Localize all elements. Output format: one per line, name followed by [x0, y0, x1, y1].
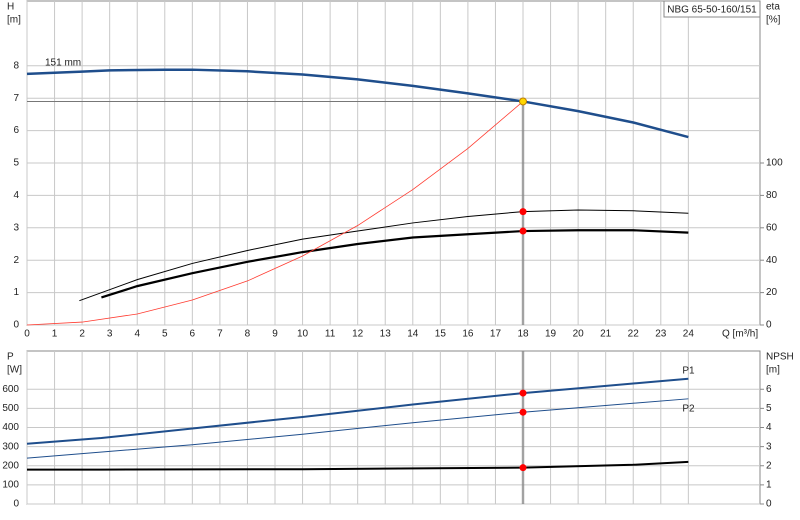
y-axis-label: P — [7, 352, 14, 363]
curve-label: P2 — [682, 403, 695, 414]
y2-tick-label: 80 — [766, 190, 778, 201]
operating-point — [519, 389, 527, 397]
y-tick-label: 4 — [13, 190, 19, 201]
y-tick-label: 300 — [2, 441, 19, 452]
curve — [26, 398, 689, 459]
y2-tick-label: 100 — [766, 158, 783, 169]
y-tick-label: 5 — [13, 158, 19, 169]
y-axis-label: [W] — [7, 365, 22, 376]
x-tick-label: 15 — [435, 329, 447, 340]
y-axis-label: H — [7, 2, 14, 13]
y-tick-label: 100 — [2, 480, 19, 491]
x-tick-label: 12 — [352, 329, 364, 340]
y2-tick-label: 0 — [766, 499, 772, 510]
curve-label: P1 — [682, 365, 695, 376]
x-tick-label: 22 — [628, 329, 640, 340]
x-tick-label: 16 — [462, 329, 474, 340]
y-tick-label: 200 — [2, 460, 19, 471]
curve — [26, 68, 689, 139]
y-axis-label: [m] — [7, 15, 21, 26]
y2-tick-label: 0 — [766, 320, 772, 331]
curve — [26, 101, 524, 326]
x-tick-label: 5 — [162, 329, 168, 340]
operating-point — [519, 227, 527, 235]
y-tick-label: 0 — [13, 499, 19, 510]
chart-title: NBG 65-50-160/151 — [667, 5, 757, 16]
y-tick-label: 0 — [13, 320, 19, 331]
y2-axis-label: eta — [766, 2, 780, 13]
curve — [26, 377, 689, 445]
y2-tick-label: 60 — [766, 222, 778, 233]
y-tick-label: 500 — [2, 403, 19, 414]
x-tick-label: 3 — [107, 329, 113, 340]
x-tick-label: 17 — [490, 329, 502, 340]
y2-tick-label: 6 — [766, 384, 772, 395]
y2-tick-label: 3 — [766, 441, 772, 452]
y-tick-label: 600 — [2, 384, 19, 395]
x-tick-label: 4 — [134, 329, 140, 340]
y-tick-label: 6 — [13, 125, 19, 136]
y2-axis-label: NPSH — [766, 352, 794, 363]
y2-tick-label: 2 — [766, 460, 772, 471]
y2-tick-label: 4 — [766, 422, 772, 433]
x-tick-label: 19 — [545, 329, 557, 340]
x-tick-label: 6 — [190, 329, 196, 340]
x-tick-label: 21 — [600, 329, 612, 340]
curve-label: 151 mm — [45, 58, 81, 69]
x-tick-label: 11 — [325, 329, 336, 340]
curve — [101, 229, 689, 299]
x-tick-label: 24 — [683, 329, 695, 340]
y2-axis-label: [m] — [766, 365, 780, 376]
x-tick-label: 23 — [655, 329, 667, 340]
y-tick-label: 400 — [2, 422, 19, 433]
operating-point — [519, 408, 527, 416]
operating-point — [519, 208, 527, 216]
y-tick-label: 7 — [13, 93, 19, 104]
y-tick-label: 2 — [13, 255, 19, 266]
x-tick-label: 2 — [79, 329, 85, 340]
x-axis-label: Q [m³/h] — [722, 329, 758, 340]
y-tick-label: 8 — [13, 60, 19, 71]
y-tick-label: 1 — [13, 287, 19, 298]
x-tick-label: 0 — [24, 329, 30, 340]
x-tick-label: 8 — [245, 329, 251, 340]
y2-tick-label: 20 — [766, 287, 778, 298]
x-tick-label: 7 — [217, 329, 223, 340]
y2-tick-label: 40 — [766, 255, 778, 266]
y2-tick-label: 1 — [766, 480, 772, 491]
y2-axis-label: [%] — [766, 15, 781, 26]
title-box — [663, 0, 761, 18]
x-tick-label: 18 — [517, 329, 529, 340]
x-tick-label: 14 — [407, 329, 419, 340]
operating-point — [519, 464, 527, 472]
x-tick-label: 1 — [52, 329, 58, 340]
operating-point — [519, 97, 528, 106]
x-tick-label: 9 — [272, 329, 278, 340]
curve — [27, 460, 689, 471]
x-tick-label: 10 — [297, 329, 309, 340]
x-tick-label: 13 — [380, 329, 392, 340]
y-tick-label: 3 — [13, 222, 19, 233]
curve — [79, 209, 689, 302]
x-tick-label: 20 — [573, 329, 585, 340]
y2-tick-label: 5 — [766, 403, 772, 414]
